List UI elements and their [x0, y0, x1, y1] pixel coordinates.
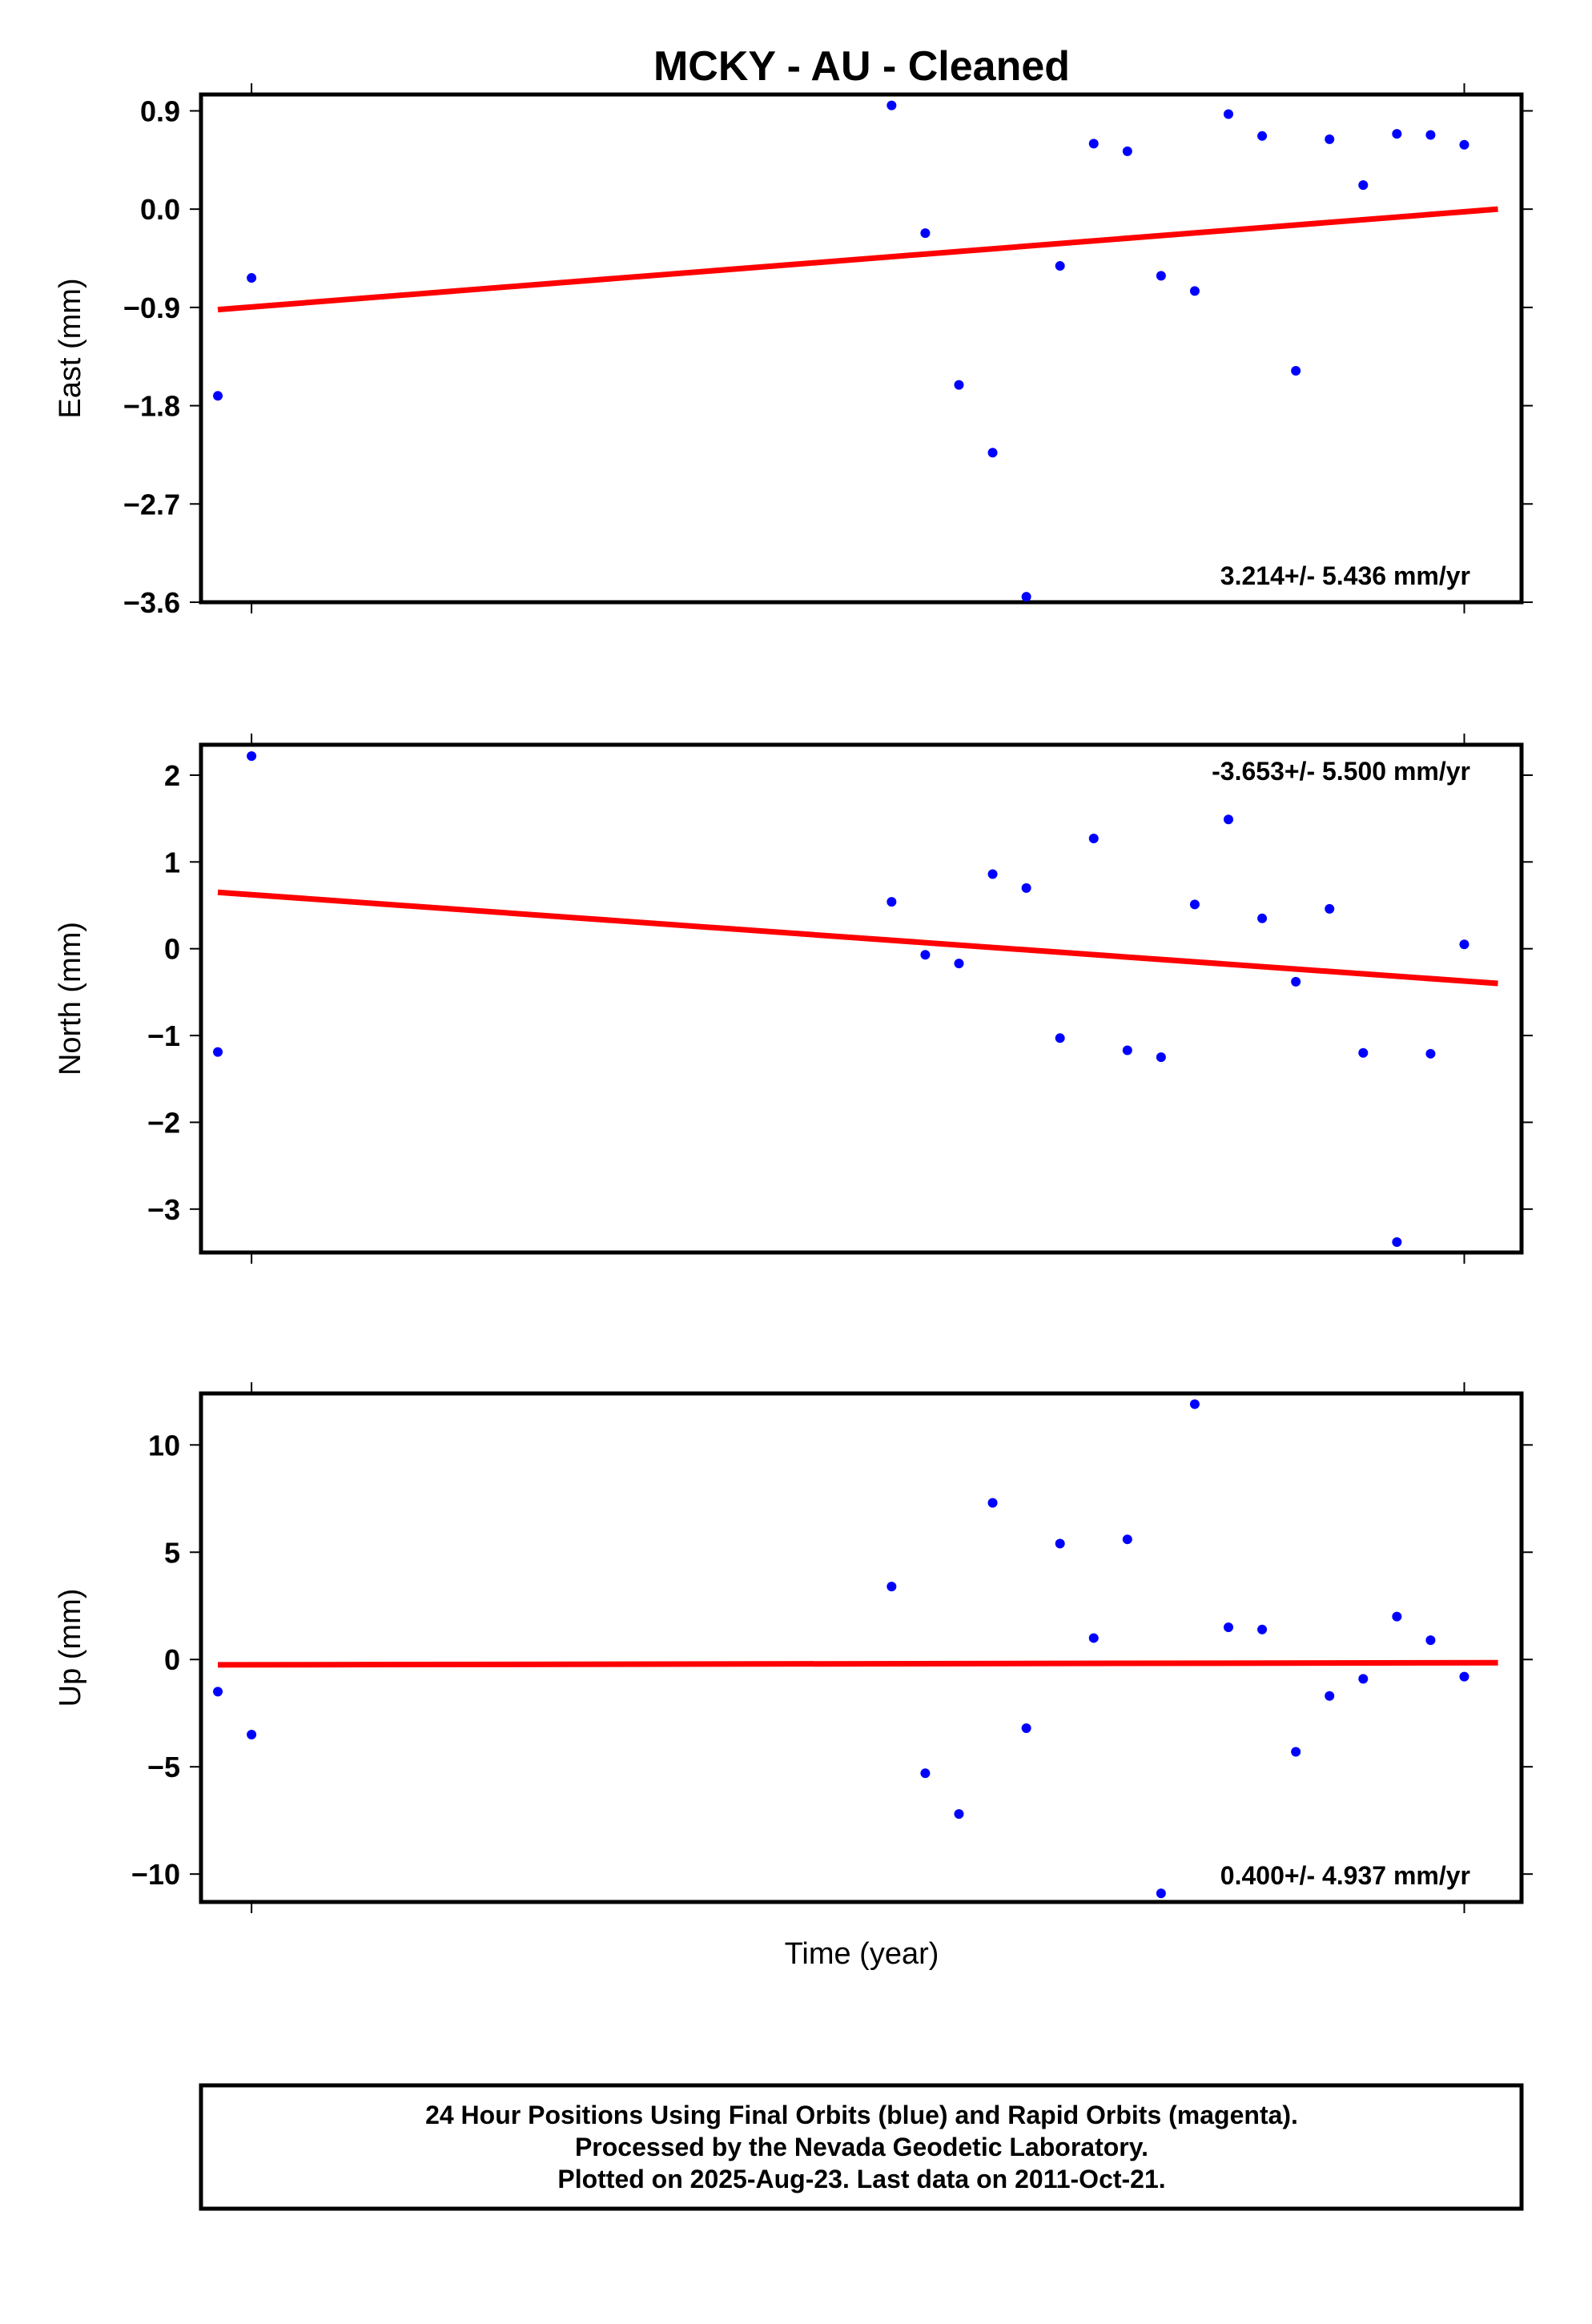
north-data-point — [1122, 1045, 1132, 1055]
footer-box — [199, 2083, 1524, 2211]
up-data-point — [1425, 1635, 1436, 1646]
up-rate-label: 0.400+/- 4.937 mm/yr — [1220, 1861, 1470, 1890]
up-data-point — [1257, 1624, 1268, 1634]
north-rate-label: -3.653+/- 5.500 mm/yr — [1212, 757, 1470, 786]
east-data-point — [1325, 134, 1335, 144]
footer-line-1: 24 Hour Positions Using Final Orbits (bl… — [425, 2101, 1298, 2129]
east-ytick-label: 0.9 — [140, 94, 180, 127]
north-frame — [199, 742, 1524, 1255]
up-ytick-label: −5 — [147, 1751, 180, 1783]
east-data-point — [1224, 109, 1234, 119]
north-ytick-label: −2 — [147, 1106, 180, 1139]
east-data-point — [1459, 139, 1469, 150]
footer-line-2: Processed by the Nevada Geodetic Laborat… — [575, 2133, 1148, 2161]
up-data-point — [247, 1730, 257, 1740]
east-data-point — [1055, 261, 1065, 271]
east-data-point — [1392, 129, 1402, 139]
up-data-point — [954, 1809, 964, 1819]
up-ytick-label: −10 — [131, 1858, 180, 1891]
east-data-point — [247, 273, 257, 283]
north-y-axis-label: North (mm) — [54, 922, 87, 1076]
east-data-point — [1257, 131, 1268, 141]
north-ytick-label: 0 — [164, 933, 180, 966]
east-data-point — [1021, 592, 1031, 602]
up-ytick-label: 10 — [148, 1429, 180, 1462]
up-frame — [199, 1391, 1524, 1904]
north-ytick-label: 1 — [164, 846, 180, 879]
north-panel: 2 1 0 −1 −2 −3 North (mm) -3.653+/- 5.500 mm/yr — [54, 734, 1533, 1264]
north-ytick-label: −1 — [147, 1019, 180, 1052]
up-trend-line — [218, 1659, 1498, 1668]
east-data-point — [1358, 180, 1369, 191]
north-data-point — [213, 1047, 223, 1057]
up-data-point — [213, 1687, 223, 1697]
north-data-point — [1156, 1052, 1166, 1063]
north-ytick-label: 2 — [164, 759, 180, 792]
north-data-point — [1055, 1033, 1065, 1043]
north-data-point — [247, 751, 257, 762]
up-ytick-label: 5 — [164, 1536, 180, 1569]
east-ytick-label: 0.0 — [140, 193, 180, 226]
up-data-point — [1122, 1534, 1132, 1545]
up-panel: 10 5 0 −5 −10 Up (mm) 0.400+/- 4.937 mm/yr — [54, 1382, 1533, 1913]
north-data-point — [1291, 976, 1301, 987]
east-ytick-label: −3.6 — [123, 586, 180, 619]
north-data-point — [1021, 883, 1031, 893]
east-ytick-label: −2.7 — [123, 488, 180, 521]
east-data-point — [886, 100, 897, 111]
north-ytick-label: −3 — [147, 1193, 180, 1226]
east-data-point — [987, 448, 998, 458]
x-axis-label: Time (year) — [785, 1937, 939, 1971]
east-rate-label: 3.214+/- 5.436 mm/yr — [1220, 561, 1470, 590]
east-data-point — [954, 380, 964, 390]
up-data-point — [920, 1768, 931, 1779]
up-data-point — [987, 1498, 998, 1508]
east-data-point — [1122, 146, 1132, 156]
up-data-point — [1325, 1691, 1335, 1701]
up-y-axis-label: Up (mm) — [54, 1589, 87, 1707]
north-data-point — [1358, 1047, 1369, 1058]
north-data-point — [1224, 814, 1234, 825]
east-panel: 0.9 0.0 −0.9 −1.8 −2.7 −3.6 East (mm) 3.214+/- … — [54, 83, 1533, 619]
north-trend-line — [217, 889, 1498, 987]
north-data-point — [1392, 1236, 1402, 1247]
north-data-point — [1257, 913, 1268, 923]
up-data-point — [1055, 1538, 1065, 1549]
east-data-point — [213, 391, 223, 401]
up-data-point — [1459, 1671, 1469, 1682]
east-data-point — [920, 228, 931, 239]
east-data-point — [1291, 365, 1301, 376]
east-frame — [199, 92, 1524, 605]
up-data-point — [886, 1582, 897, 1592]
east-data-point — [1156, 271, 1166, 281]
up-data-point — [1392, 1611, 1402, 1622]
east-data-point — [1425, 130, 1436, 140]
up-data-point — [1291, 1747, 1301, 1757]
north-data-point — [1325, 903, 1335, 914]
north-data-point — [886, 897, 897, 907]
north-data-point — [920, 950, 931, 960]
north-data-point — [1459, 939, 1469, 950]
up-ytick-label: 0 — [164, 1643, 180, 1676]
north-data-point — [1425, 1048, 1436, 1059]
up-data-point — [1224, 1622, 1234, 1633]
east-ytick-label: −0.9 — [123, 292, 180, 324]
north-data-point — [1189, 899, 1200, 910]
east-trend-line — [217, 206, 1498, 313]
up-data-point — [1088, 1633, 1099, 1643]
up-data-point — [1021, 1723, 1031, 1733]
east-ytick-label: −1.8 — [123, 390, 180, 423]
footer-line-3: Plotted on 2025-Aug-23. Last data on 201… — [557, 2165, 1165, 2193]
up-data-point — [1189, 1399, 1200, 1409]
north-data-point — [954, 959, 964, 969]
east-data-point — [1088, 139, 1099, 149]
north-data-point — [987, 869, 998, 879]
east-data-point — [1189, 286, 1200, 296]
up-data-point — [1156, 1888, 1166, 1899]
north-data-point — [1088, 834, 1099, 844]
chart-title: MCKY - AU - Cleaned — [653, 43, 1070, 90]
east-y-axis-label: East (mm) — [54, 278, 87, 418]
up-data-point — [1358, 1674, 1369, 1684]
